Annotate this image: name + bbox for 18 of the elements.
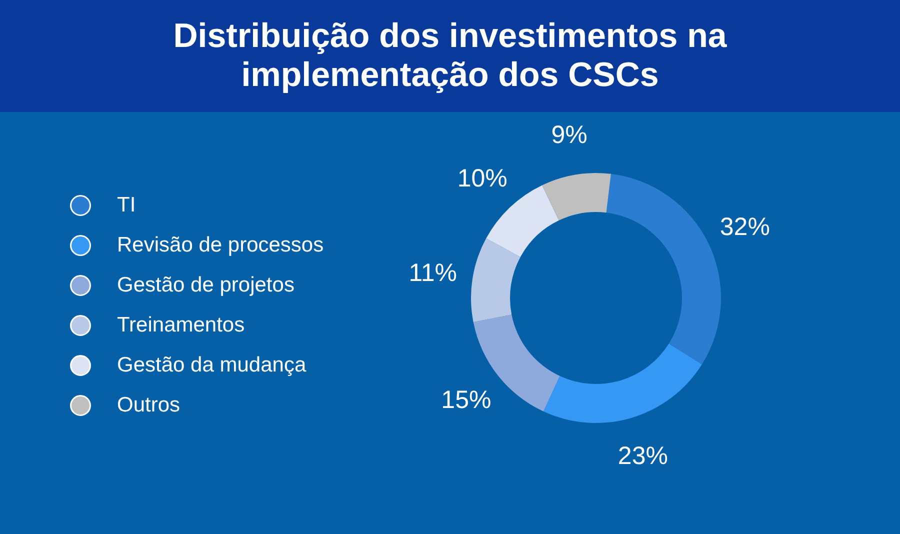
data-label: 9%	[551, 121, 588, 150]
legend-label: TI	[117, 194, 136, 216]
chart-title: Distribuição dos investimentos na implementação dos CSCs	[173, 17, 728, 94]
data-label: 15%	[441, 386, 492, 414]
donut-slice	[471, 238, 520, 322]
donut-slice	[542, 173, 611, 220]
data-label: 32%	[720, 212, 770, 241]
legend-label: Revisão de processos	[117, 234, 324, 256]
donut-slice	[486, 185, 559, 257]
data-label: 10%	[457, 164, 508, 192]
legend-label: Treinamentos	[117, 314, 245, 336]
donut-slice	[606, 174, 721, 364]
data-label: 11%	[408, 259, 457, 288]
legend-label: Gestão de projetos	[117, 274, 294, 296]
legend-label: Gestão da mudança	[117, 354, 306, 376]
legend-label: Outros	[117, 394, 180, 416]
data-label: 23%	[618, 442, 668, 470]
donut-slice	[543, 344, 702, 423]
